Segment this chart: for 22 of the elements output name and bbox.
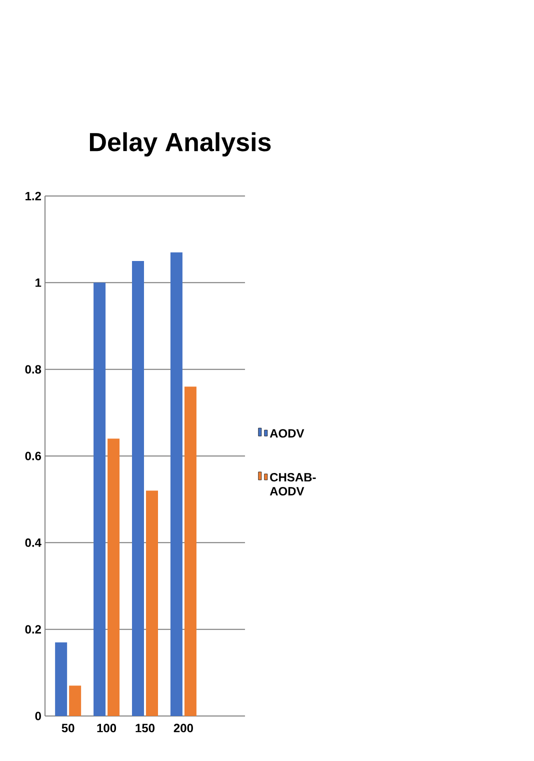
chart-title: Delay Analysis: [90, 132, 271, 156]
y-tick-label: 0: [35, 712, 41, 720]
x-tick-label: 150: [136, 724, 155, 732]
legend-label: AODV: [270, 429, 304, 438]
y-tick-label: 0.2: [25, 625, 41, 634]
x-tick-label: 200: [174, 724, 193, 732]
legend-label: CHSAB-AODV: [270, 473, 316, 496]
y-tick-label: 1: [36, 278, 42, 287]
y-tick-label: 0.4: [25, 538, 42, 547]
bar: [170, 252, 182, 716]
bar: [55, 642, 68, 716]
x-tick-label: 100: [97, 724, 116, 732]
bar: [69, 686, 82, 716]
bar: [108, 438, 120, 716]
y-tick-label: 0.6: [25, 452, 42, 460]
y-tick-label: 0.8: [25, 365, 42, 374]
bar: [146, 490, 158, 716]
bar: [184, 386, 196, 716]
x-tick-label: 50: [62, 724, 74, 732]
bar: [132, 261, 144, 716]
bar: [94, 282, 106, 716]
y-tick-label: 1.2: [26, 192, 41, 200]
